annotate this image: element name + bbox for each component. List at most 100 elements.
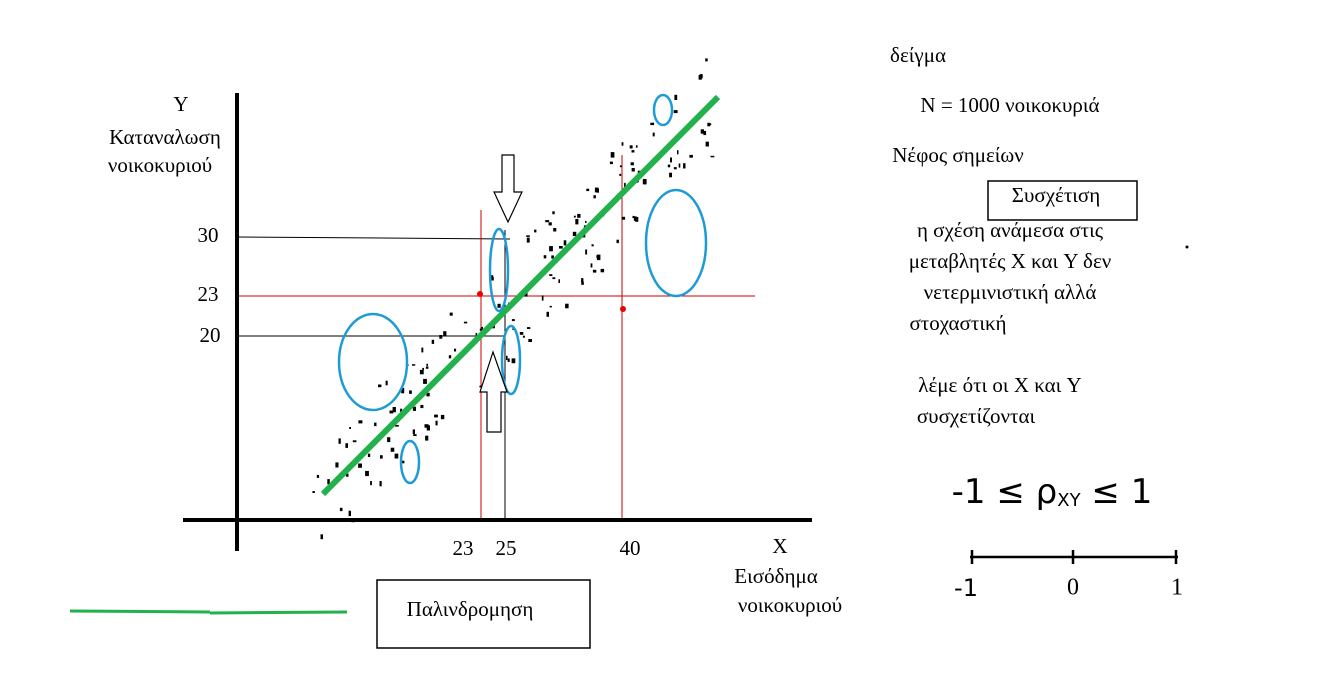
cloud-point <box>426 363 428 366</box>
cloud-point <box>631 168 635 172</box>
y-tick-label: 30 <box>198 223 219 247</box>
cloud-point <box>635 145 638 148</box>
cloud-point <box>624 182 626 189</box>
cloud-point <box>543 255 547 259</box>
cloud-point <box>594 187 599 193</box>
cloud-point <box>677 150 679 155</box>
cloud-point <box>581 278 584 283</box>
cloud-point <box>320 534 323 540</box>
paragraph-line: συσχετίζονται <box>917 404 1036 428</box>
cloud-point <box>629 145 633 149</box>
y-label: Y <box>173 92 188 116</box>
cloud-point <box>348 510 351 517</box>
cloud-point <box>435 420 438 426</box>
cloud-point <box>394 453 399 459</box>
cloud-point <box>358 463 362 468</box>
cloud-point <box>327 479 330 485</box>
legend-line <box>209 610 348 615</box>
cloud-point <box>631 150 635 153</box>
cloud-point <box>400 460 405 464</box>
cloud-point <box>596 254 601 261</box>
cloud-point <box>705 58 708 62</box>
cloud-point <box>400 408 403 412</box>
cloud-point <box>412 406 416 411</box>
cloud-point <box>449 312 453 316</box>
cloud-point <box>511 358 516 364</box>
cloud-point <box>448 355 452 359</box>
cloud-point <box>352 440 357 443</box>
legend-label: Παλινδρομηση <box>407 597 534 621</box>
cloud-point <box>621 142 624 146</box>
cloud-point <box>673 110 678 114</box>
cloud-point <box>370 481 372 486</box>
regression-line <box>320 94 721 497</box>
cloud-point <box>374 422 377 427</box>
cloud-point <box>423 378 427 384</box>
number-line-label: 0 <box>1067 575 1079 601</box>
cloud-point <box>549 274 553 276</box>
cloud-point <box>413 434 417 436</box>
cloud-point <box>490 277 494 281</box>
formula-sub: XY <box>1057 490 1081 511</box>
paragraph-line: η σχέση ανάμεσα στις <box>917 218 1104 242</box>
ellipse <box>488 227 510 313</box>
cloud-point <box>534 229 537 233</box>
cloud-point <box>616 239 619 244</box>
paragraph-line: λέμε ότι οι X και Y <box>918 373 1081 397</box>
cloud-point <box>698 75 702 80</box>
cloud-point <box>528 339 532 342</box>
cloud-point <box>572 231 577 236</box>
cloud-point <box>424 424 429 428</box>
cloud-point <box>707 122 710 127</box>
ellipse <box>399 439 421 485</box>
cloud-point <box>335 462 339 468</box>
highlight-ellipses <box>337 93 708 485</box>
cloud-point <box>481 326 483 329</box>
cloud-point <box>409 390 412 394</box>
cloud-point <box>630 162 634 166</box>
legend-line <box>69 609 211 614</box>
cloud-point <box>577 213 581 218</box>
cloud-point <box>345 443 348 448</box>
number-line-label: 1 <box>1171 575 1183 601</box>
cloud-point <box>683 163 686 169</box>
note: N = 1000 νοικοκυριά <box>920 93 1099 117</box>
cloud-point <box>652 132 655 137</box>
red-point <box>620 306 626 312</box>
cloud-point <box>439 335 443 339</box>
cloud-point <box>420 404 424 409</box>
ellipse <box>644 188 708 298</box>
cloud-point <box>426 425 430 431</box>
cloud-point <box>619 165 622 168</box>
paragraph-line: στοχαστική <box>909 311 1006 335</box>
cloud-point <box>558 279 560 283</box>
cloud-point <box>621 216 626 220</box>
cloud-point <box>524 292 528 297</box>
cloud-point <box>526 235 530 237</box>
cloud-point <box>479 385 482 388</box>
cloud-point <box>549 305 552 308</box>
cloud-point <box>475 332 478 336</box>
cloud-point <box>674 94 678 100</box>
cloud-point <box>349 427 351 429</box>
x-title: Εισόδημα <box>734 564 817 588</box>
note: δείγμα <box>890 43 946 67</box>
formula-rho: ρ <box>1036 472 1058 512</box>
ellipse <box>500 324 522 396</box>
cloud-point <box>635 216 639 222</box>
cloud-point <box>401 387 405 394</box>
formula-left: -1 ≤ <box>952 472 1036 512</box>
cloud-point <box>345 473 349 477</box>
cloud-point <box>316 474 320 478</box>
cloud-point <box>575 218 579 225</box>
cloud-point <box>593 195 596 199</box>
cloud-point <box>511 319 515 322</box>
paragraph-line: μεταβλητές X και Y δεν <box>909 249 1112 273</box>
guide-30 <box>236 236 511 240</box>
cloud-point <box>339 507 343 512</box>
stray-dot <box>1185 245 1189 249</box>
cloud-point <box>586 188 590 192</box>
cloud-point <box>431 339 435 344</box>
cloud-point <box>559 246 563 249</box>
cloud-point <box>440 414 445 420</box>
